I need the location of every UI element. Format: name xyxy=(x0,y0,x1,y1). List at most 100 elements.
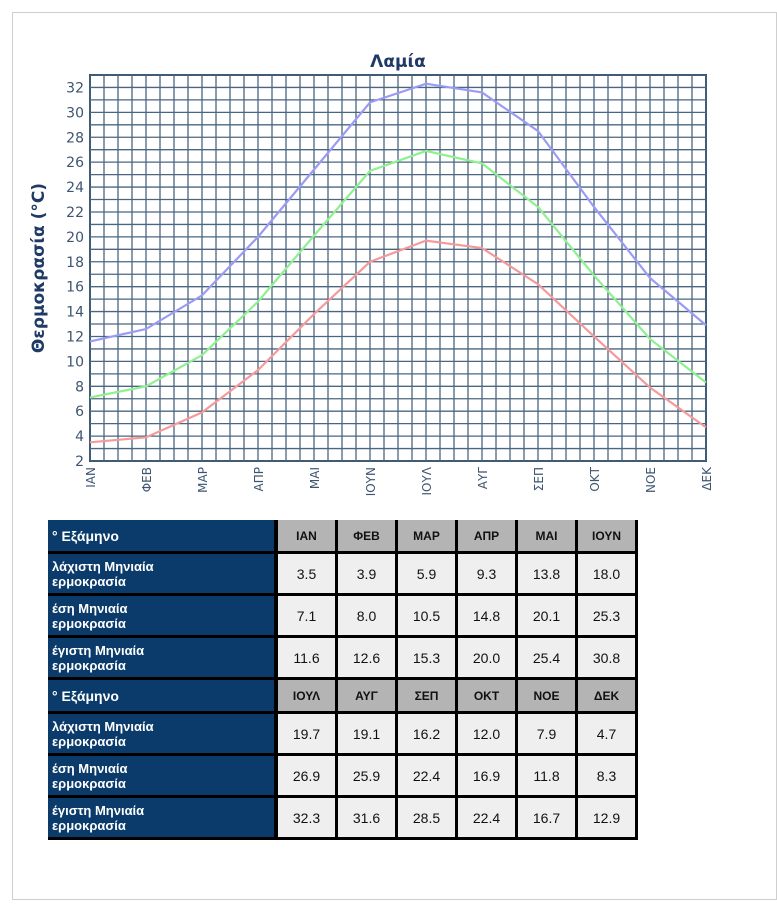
month-header: ΙΟΥΛ xyxy=(278,680,338,714)
table-cell: 20.0 xyxy=(458,638,518,680)
table-cell: 25.4 xyxy=(518,638,578,680)
month-header: ΟΚΤ xyxy=(458,680,518,714)
semester-label: ° Εξάμηνο xyxy=(48,680,278,714)
month-header: ΔΕΚ xyxy=(578,680,638,714)
month-header: ΝΟΕ xyxy=(518,680,578,714)
month-header: ΙΑΝ xyxy=(278,520,338,554)
table-cell: 7.1 xyxy=(278,596,338,638)
table-row: ° Εξάμηνο ΙΑΝ ΦΕΒ ΜΑΡ ΑΠΡ ΜΑΙ ΙΟΥΝ xyxy=(48,520,638,554)
table-cell: 16.2 xyxy=(398,714,458,756)
table-cell: 19.1 xyxy=(338,714,398,756)
table-row: λάχιστη Μηνιαία ερμοκρασία 3.5 3.9 5.9 9.3 13.… xyxy=(48,554,638,596)
y-tick-label: 16 xyxy=(66,280,84,296)
x-tick-label: ΦΕΒ xyxy=(140,467,154,492)
table-row: έση Μηνιαία ερμοκρασία 7.1 8.0 10.5 14.8 20.1 2… xyxy=(48,596,638,638)
table-cell: 14.8 xyxy=(458,596,518,638)
temperature-chart: 2 4 6 8 10 12 14 16 18 20 22 24 26 28 30 32 ΙΑΝ ΦΕΒ ΜΑΡ ΑΠΡ… xyxy=(29,52,714,496)
table-cell: 20.1 xyxy=(518,596,578,638)
table-cell: 30.8 xyxy=(578,638,638,680)
table-cell: 22.4 xyxy=(458,798,518,840)
table-row: έγιστη Μηνιαία ερμοκρασία 32.3 31.6 28.5 22.4… xyxy=(48,798,638,840)
table-cell: 15.3 xyxy=(398,638,458,680)
y-tick-label: 28 xyxy=(66,130,84,146)
table-cell: 25.3 xyxy=(578,596,638,638)
semester-label: ° Εξάμηνο xyxy=(48,520,278,554)
y-tick-label: 22 xyxy=(66,205,84,221)
table-cell: 26.9 xyxy=(278,756,338,798)
table-cell: 16.9 xyxy=(458,756,518,798)
table-cell: 5.9 xyxy=(398,554,458,596)
row-label: λάχιστη Μηνιαία ερμοκρασία xyxy=(48,714,278,756)
table-cell: 12.9 xyxy=(578,798,638,840)
table-cell: 4.7 xyxy=(578,714,638,756)
y-tick-label: 12 xyxy=(66,329,84,345)
x-tick-label: ΑΠΡ xyxy=(252,467,266,491)
x-tick-label: ΙΑΝ xyxy=(84,467,98,488)
y-tick-label: 24 xyxy=(66,180,84,196)
table-row: ° Εξάμηνο ΙΟΥΛ ΑΥΓ ΣΕΠ ΟΚΤ ΝΟΕ ΔΕΚ xyxy=(48,680,638,714)
table-row: έγιστη Μηνιαία ερμοκρασία 11.6 12.6 15.3 20.0… xyxy=(48,638,638,680)
table-row: λάχιστη Μηνιαία ερμοκρασία 19.7 19.1 16.2 12.… xyxy=(48,714,638,756)
month-header: ΑΥΓ xyxy=(338,680,398,714)
x-tick-label: ΜΑΙ xyxy=(308,467,322,489)
month-header: ΦΕΒ xyxy=(338,520,398,554)
table-cell: 3.9 xyxy=(338,554,398,596)
y-tick-label: 32 xyxy=(66,80,84,96)
table-cell: 28.5 xyxy=(398,798,458,840)
table-cell: 16.7 xyxy=(518,798,578,840)
table-cell: 31.6 xyxy=(338,798,398,840)
x-tick-label: ΑΥΓ xyxy=(476,467,490,490)
table-cell: 11.8 xyxy=(518,756,578,798)
y-tick-label: 10 xyxy=(66,354,84,370)
temperature-table: ° Εξάμηνο ΙΑΝ ΦΕΒ ΜΑΡ ΑΠΡ ΜΑΙ ΙΟΥΝ λάχιστη Μηνι… xyxy=(48,520,638,840)
series-line-2 xyxy=(89,149,707,399)
month-header: ΙΟΥΝ xyxy=(578,520,638,554)
month-header: ΑΠΡ xyxy=(458,520,518,554)
x-tick-label: ΙΟΥΛ xyxy=(420,466,434,495)
x-tick-label: ΜΑΡ xyxy=(196,467,210,493)
table-cell: 12.6 xyxy=(338,638,398,680)
table-cell: 3.5 xyxy=(278,554,338,596)
y-tick-label: 26 xyxy=(66,155,84,171)
table-cell: 11.6 xyxy=(278,638,338,680)
row-label: έση Μηνιαία ερμοκρασία xyxy=(48,756,278,798)
table-cell: 13.8 xyxy=(518,554,578,596)
y-axis-label: Θερμοκρασία (°C) xyxy=(29,183,49,353)
table-cell: 18.0 xyxy=(578,554,638,596)
temperature-table-viewport: ° Εξάμηνο ΙΑΝ ΦΕΒ ΜΑΡ ΑΠΡ ΜΑΙ ΙΟΥΝ λάχιστη Μηνι… xyxy=(48,520,754,878)
x-tick-label: ΟΚΤ xyxy=(588,466,602,491)
series-line-1 xyxy=(89,82,707,343)
row-label: λάχιστη Μηνιαία ερμοκρασία xyxy=(48,554,278,596)
table-cell: 8.0 xyxy=(338,596,398,638)
table-row: έση Μηνιαία ερμοκρασία 26.9 25.9 22.4 16.9 11.… xyxy=(48,756,638,798)
table-cell: 7.9 xyxy=(518,714,578,756)
y-tick-label: 4 xyxy=(75,429,84,445)
row-label: έση Μηνιαία ερμοκρασία xyxy=(48,596,278,638)
row-label: έγιστη Μηνιαία ερμοκρασία xyxy=(48,798,278,840)
table-cell: 22.4 xyxy=(398,756,458,798)
y-tick-label: 2 xyxy=(75,454,84,470)
x-tick-label: ΝΟΕ xyxy=(644,467,658,493)
y-tick-label: 20 xyxy=(66,230,84,246)
month-header: ΣΕΠ xyxy=(398,680,458,714)
x-tick-label: ΔΕΚ xyxy=(700,466,714,491)
y-tick-label: 6 xyxy=(75,404,84,420)
y-tick-label: 18 xyxy=(66,255,84,271)
table-cell: 19.7 xyxy=(278,714,338,756)
table-cell: 8.3 xyxy=(578,756,638,798)
y-tick-label: 14 xyxy=(66,305,84,321)
table-cell: 9.3 xyxy=(458,554,518,596)
chart-title: Λαμία xyxy=(370,52,426,72)
table-cell: 25.9 xyxy=(338,756,398,798)
table-cell: 10.5 xyxy=(398,596,458,638)
y-tick-label: 8 xyxy=(75,379,84,395)
table-cell: 32.3 xyxy=(278,798,338,840)
series-line-3 xyxy=(89,239,707,444)
row-label: έγιστη Μηνιαία ερμοκρασία xyxy=(48,638,278,680)
month-header: ΜΑΡ xyxy=(398,520,458,554)
x-tick-label: ΣΕΠ xyxy=(532,467,546,491)
month-header: ΜΑΙ xyxy=(518,520,578,554)
table-cell: 12.0 xyxy=(458,714,518,756)
y-tick-label: 30 xyxy=(66,105,84,121)
